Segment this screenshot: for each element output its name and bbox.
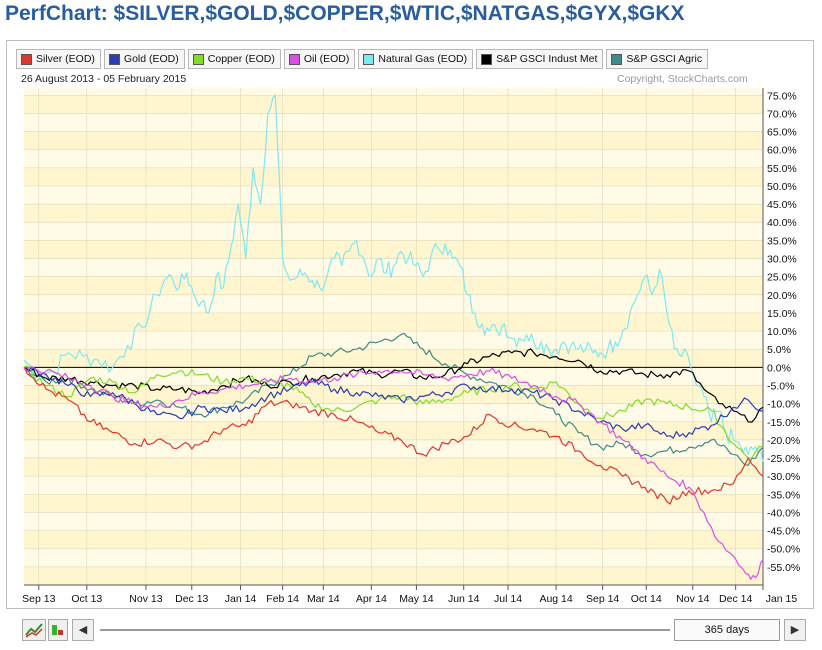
x-tick-label: Mar 14 <box>307 593 340 605</box>
y-tick-label: 35.0% <box>767 235 797 247</box>
agric-swatch <box>611 53 623 65</box>
y-tick-label: 20.0% <box>767 290 797 302</box>
natural-gas-swatch <box>363 53 375 65</box>
plot-band <box>24 385 763 404</box>
legend-item-agric[interactable]: S&P GSCI Agric <box>606 49 709 69</box>
histogram-icon[interactable] <box>48 619 68 641</box>
legend-label-silver: Silver (EOD) <box>36 53 95 65</box>
x-tick-label: Jan 14 <box>225 593 257 605</box>
series-line-silver-eod <box>23 367 764 505</box>
y-tick-label: 45.0% <box>767 199 797 211</box>
x-tick-label: Sep 13 <box>22 593 55 605</box>
y-tick-label: -15.0% <box>767 417 800 429</box>
legend-label-copper: Copper (EOD) <box>207 53 275 65</box>
oil-swatch <box>288 53 300 65</box>
y-tick-label: 15.0% <box>767 308 797 320</box>
chart-legend: Silver (EOD) Gold (EOD) Copper (EOD) Oil… <box>16 49 709 69</box>
x-tick-label: Jul 14 <box>494 593 522 605</box>
copper-swatch <box>192 53 204 65</box>
plot-band <box>24 530 763 549</box>
y-tick-label: 25.0% <box>767 272 797 284</box>
legend-label-agric: S&P GSCI Agric <box>626 53 703 65</box>
y-tick-label: -30.0% <box>767 471 800 483</box>
y-tick-label: 0.0% <box>767 362 791 374</box>
y-tick-label: -10.0% <box>767 399 800 411</box>
scroll-right-button[interactable]: ▶ <box>784 619 806 641</box>
y-tick-label: -5.0% <box>767 380 794 392</box>
x-tick-label: Nov 14 <box>676 593 709 605</box>
plot-band <box>24 458 763 477</box>
plot-band <box>24 566 763 585</box>
y-tick-label: 10.0% <box>767 326 797 338</box>
y-tick-label: -20.0% <box>767 435 800 447</box>
y-tick-label: 50.0% <box>767 181 797 193</box>
date-range: 26 August 2013 - 05 February 2015 <box>21 73 187 85</box>
series-line-oil-eod <box>23 366 764 580</box>
x-tick-label: Aug 14 <box>539 593 572 605</box>
indust-met-swatch <box>481 53 493 65</box>
legend-item-natural-gas[interactable]: Natural Gas (EOD) <box>358 49 474 69</box>
legend-item-oil[interactable]: Oil (EOD) <box>283 49 356 69</box>
x-tick-label: Jun 14 <box>448 593 480 605</box>
series-line-gold-eod <box>23 366 763 439</box>
y-tick-label: -40.0% <box>767 507 800 519</box>
x-tick-label: Sep 14 <box>586 593 619 605</box>
y-tick-label: 55.0% <box>767 163 797 175</box>
legend-label-indust-met: S&P GSCI Indust Met <box>496 53 598 65</box>
plot-band <box>24 95 763 114</box>
plot-band <box>24 167 763 186</box>
x-tick-label: Jan 15 <box>766 593 798 605</box>
plot-band <box>24 494 763 513</box>
x-tick-label: Oct 13 <box>71 593 102 605</box>
page-title: PerfChart: $SILVER,$GOLD,$COPPER,$WTIC,$… <box>5 2 685 25</box>
plot-band <box>24 240 763 259</box>
y-tick-label: -55.0% <box>767 562 800 574</box>
legend-item-copper[interactable]: Copper (EOD) <box>187 49 281 69</box>
legend-label-gold: Gold (EOD) <box>123 53 179 65</box>
y-tick-label: 65.0% <box>767 127 797 139</box>
line-chart-icon[interactable] <box>22 619 46 641</box>
plot-band <box>24 204 763 223</box>
x-tick-label: May 14 <box>399 593 434 605</box>
chart-toolbar: ◀ 365 days ▶ <box>0 614 822 650</box>
legend-item-silver[interactable]: Silver (EOD) <box>16 49 101 69</box>
y-tick-label: 5.0% <box>767 344 791 356</box>
y-tick-label: 75.0% <box>767 90 797 102</box>
x-tick-label: Dec 13 <box>175 593 208 605</box>
plot-band <box>24 349 763 368</box>
legend-item-indust-met[interactable]: S&P GSCI Indust Met <box>476 49 604 69</box>
y-tick-label: -45.0% <box>767 526 800 538</box>
legend-label-oil: Oil (EOD) <box>303 53 350 65</box>
x-tick-label: Dec 14 <box>719 593 752 605</box>
plot-band <box>24 312 763 332</box>
y-tick-label: 40.0% <box>767 217 797 229</box>
x-tick-label: Nov 13 <box>129 593 162 605</box>
x-tick-label: Oct 14 <box>631 593 662 605</box>
y-tick-label: -50.0% <box>767 544 800 556</box>
series-line-natural-gas-eod <box>23 94 764 462</box>
plot-band <box>24 131 763 150</box>
x-tick-label: Feb 14 <box>266 593 299 605</box>
y-tick-label: 30.0% <box>767 254 797 266</box>
y-tick-label: -35.0% <box>767 489 800 501</box>
date-scrollbar[interactable] <box>100 629 670 631</box>
plot-band <box>24 276 763 295</box>
gold-swatch <box>108 53 120 65</box>
copyright-notice: Copyright, StockCharts.com <box>617 73 748 85</box>
plot-band <box>24 421 763 440</box>
x-tick-label: Apr 14 <box>356 593 387 605</box>
series-line-s-p-gsci-agric <box>23 332 764 466</box>
scroll-left-button[interactable]: ◀ <box>72 619 94 641</box>
legend-label-natural-gas: Natural Gas (EOD) <box>378 53 468 65</box>
y-tick-label: 70.0% <box>767 108 797 120</box>
y-tick-label: -25.0% <box>767 453 800 465</box>
legend-item-gold[interactable]: Gold (EOD) <box>103 49 185 69</box>
silver-swatch <box>21 53 32 65</box>
y-tick-label: 60.0% <box>767 145 797 157</box>
series-line-copper-eod <box>23 365 764 459</box>
period-selector[interactable]: 365 days <box>674 619 780 641</box>
